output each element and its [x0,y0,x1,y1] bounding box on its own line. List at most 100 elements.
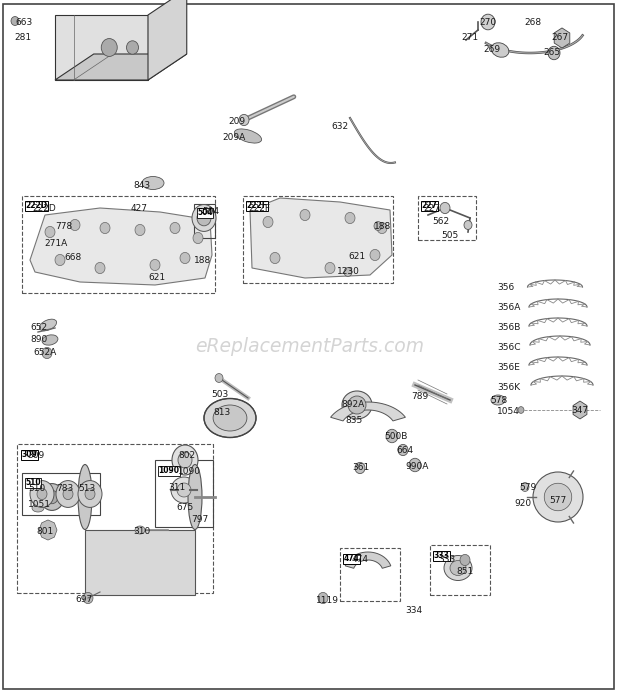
Text: 510: 510 [28,484,45,493]
Ellipse shape [135,526,145,534]
Text: 789: 789 [411,392,428,401]
Ellipse shape [204,398,256,437]
Text: 990A: 990A [405,462,428,471]
Circle shape [70,220,80,231]
Text: 356A: 356A [497,303,520,312]
Circle shape [126,41,138,54]
Ellipse shape [491,43,509,58]
Text: 1051: 1051 [28,500,51,509]
Text: 697: 697 [75,595,92,604]
Text: 271: 271 [461,33,478,42]
Text: 356: 356 [497,283,514,292]
Text: 222D: 222D [32,204,56,213]
Text: 270: 270 [479,18,496,27]
Circle shape [409,458,421,472]
Circle shape [180,252,190,263]
Circle shape [464,220,472,229]
Bar [340,548,400,601]
Text: 309: 309 [27,451,44,460]
Text: 474: 474 [343,554,359,563]
Circle shape [344,267,352,277]
Bar [22,473,100,515]
Text: 503: 503 [211,390,228,399]
Bar [17,444,213,593]
Text: 222D: 222D [25,202,47,211]
Bar [418,196,476,240]
Circle shape [56,480,80,507]
Text: 227: 227 [423,204,440,213]
Circle shape [345,213,355,224]
Text: 1119: 1119 [316,596,339,605]
Text: 892A: 892A [341,400,365,409]
Circle shape [325,263,335,274]
Circle shape [263,216,273,227]
Text: 579: 579 [519,483,536,492]
Ellipse shape [533,472,583,522]
Text: 778: 778 [55,222,73,231]
Polygon shape [30,208,212,285]
Bar [22,196,215,293]
Text: 510: 510 [25,478,41,487]
Text: 1090: 1090 [178,467,201,476]
Polygon shape [330,402,405,421]
Circle shape [193,232,203,243]
Circle shape [377,222,387,234]
Text: 209: 209 [228,117,245,126]
Circle shape [85,489,95,500]
Bar [155,460,213,527]
Circle shape [40,484,64,511]
Ellipse shape [544,483,572,511]
Circle shape [42,347,52,358]
Circle shape [355,462,365,473]
Text: 269: 269 [483,45,500,54]
Text: 310: 310 [133,527,150,536]
Circle shape [100,222,110,234]
Text: 835: 835 [345,416,362,425]
Text: 356B: 356B [497,323,520,332]
Circle shape [440,202,450,213]
Ellipse shape [342,391,372,419]
Ellipse shape [450,561,466,575]
Circle shape [95,263,105,274]
Circle shape [135,225,145,236]
Text: 843: 843 [133,181,150,190]
Ellipse shape [491,395,505,405]
Text: 222F: 222F [248,204,270,213]
Text: 333: 333 [433,552,449,561]
Bar [194,204,215,238]
Text: 504: 504 [202,207,219,216]
Ellipse shape [177,483,191,497]
Text: 347: 347 [571,406,588,415]
Text: 890: 890 [30,335,47,344]
Text: 578: 578 [490,396,507,405]
Text: 562: 562 [432,217,449,226]
Text: 1090: 1090 [158,466,179,475]
Text: 621: 621 [148,273,165,282]
Circle shape [30,480,54,507]
Text: 188: 188 [194,256,211,265]
Text: 664: 664 [396,446,413,455]
Circle shape [481,14,495,30]
Text: 227: 227 [421,202,437,211]
Text: 500B: 500B [384,432,407,441]
Text: 188: 188 [374,222,391,231]
Ellipse shape [213,405,247,431]
Text: 663: 663 [15,18,32,27]
Circle shape [11,17,19,26]
Circle shape [150,259,160,270]
Text: 334: 334 [405,606,422,615]
Ellipse shape [444,556,472,581]
Text: 311: 311 [168,483,185,492]
Circle shape [318,593,328,604]
Text: 621: 621 [348,252,365,261]
Ellipse shape [188,464,202,529]
Polygon shape [55,15,148,80]
Bar [85,530,195,595]
Ellipse shape [42,335,58,345]
Text: 474: 474 [352,555,369,564]
Circle shape [37,489,47,500]
Circle shape [45,227,55,238]
Text: 361: 361 [352,463,370,472]
Circle shape [300,209,310,220]
Ellipse shape [78,464,92,529]
